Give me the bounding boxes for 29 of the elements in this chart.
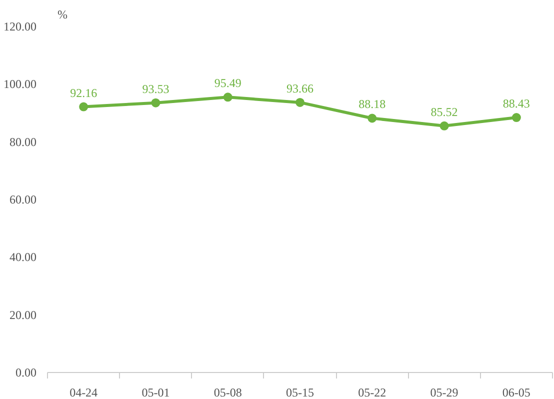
x-tick-label: 05-15 (286, 386, 314, 399)
data-label: 88.18 (358, 97, 386, 112)
point (79, 102, 88, 112)
data-label: 88.43 (502, 96, 530, 111)
point (368, 114, 377, 123)
x-tick-label: 05-22 (358, 386, 386, 399)
data-label: 93.66 (286, 81, 314, 96)
point (440, 121, 449, 130)
y-tick-label: 0.00 (16, 366, 36, 380)
x-tick-label: 04-24 (70, 386, 98, 399)
data-label: 92.16 (70, 86, 98, 100)
y-tick-label: 120.00 (4, 20, 36, 34)
point (296, 98, 304, 107)
point (223, 92, 232, 102)
y-tick-label: 100.00 (4, 77, 36, 92)
x-tick-label: 06-05 (502, 386, 530, 399)
point (512, 113, 521, 122)
y-tick-label: 60.00 (10, 192, 36, 206)
data-label: 93.53 (142, 82, 170, 96)
y-axis-title: % (58, 8, 68, 22)
point (151, 98, 160, 108)
data-label: 85.52 (430, 104, 458, 119)
y-tick-label: 20.00 (10, 308, 36, 322)
x-tick-label: 05-01 (142, 386, 170, 399)
y-tick-label: 40.00 (10, 250, 36, 264)
data-label: 95.49 (214, 76, 242, 90)
x-tick-label: 05-29 (430, 386, 458, 399)
y-tick-label: 80.00 (10, 134, 36, 149)
x-tick-label: 05-08 (214, 386, 242, 399)
